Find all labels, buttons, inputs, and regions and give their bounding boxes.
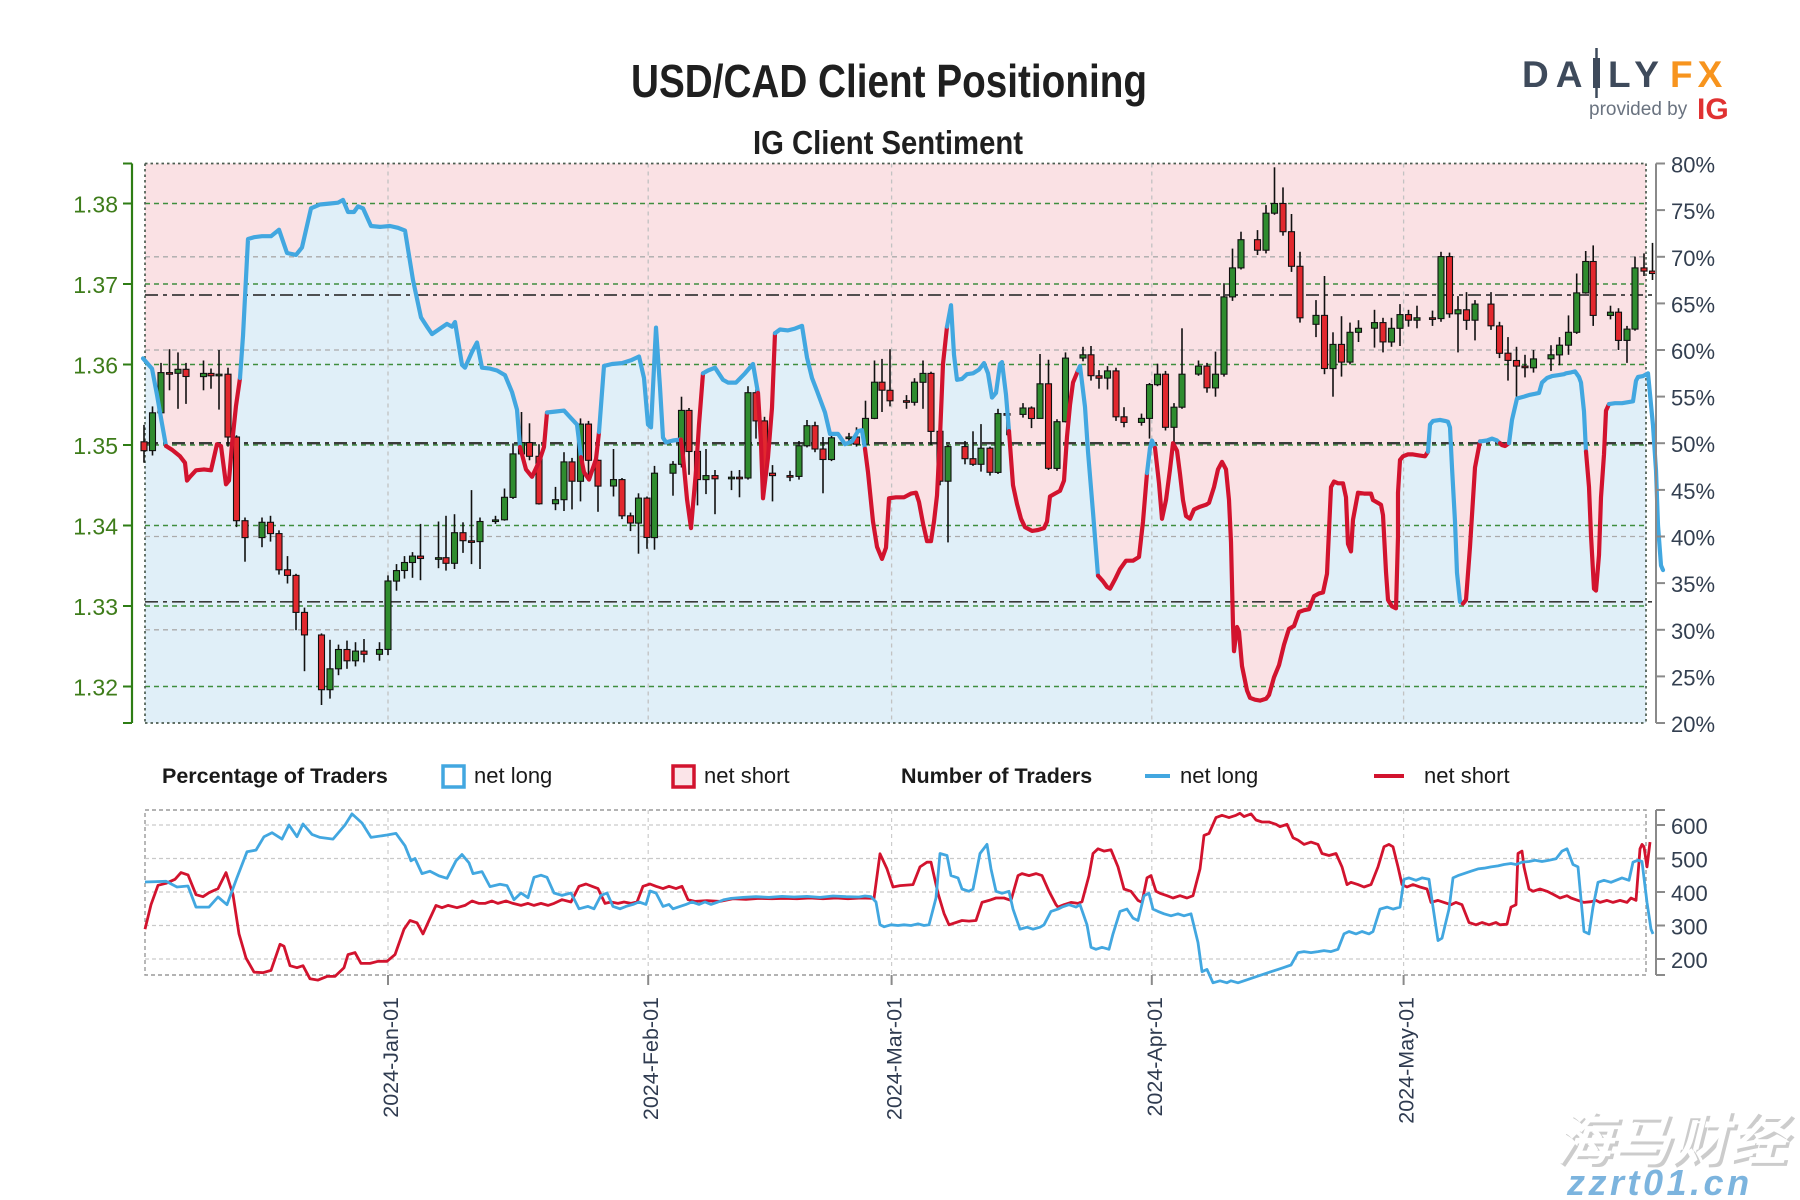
- svg-text:200: 200: [1671, 948, 1708, 973]
- svg-text:1.33: 1.33: [73, 594, 118, 620]
- svg-text:35%: 35%: [1671, 572, 1715, 597]
- svg-text:25%: 25%: [1671, 665, 1715, 690]
- svg-text:1.37: 1.37: [73, 272, 118, 298]
- svg-text:1.38: 1.38: [73, 192, 118, 218]
- svg-text:70%: 70%: [1671, 246, 1715, 271]
- svg-text:20%: 20%: [1671, 712, 1715, 737]
- svg-text:55%: 55%: [1671, 386, 1715, 411]
- svg-text:net long: net long: [1180, 763, 1258, 788]
- svg-text:Number of Traders: Number of Traders: [901, 764, 1092, 788]
- svg-text:1.32: 1.32: [73, 675, 118, 701]
- svg-text:75%: 75%: [1671, 199, 1715, 224]
- svg-text:45%: 45%: [1671, 479, 1715, 504]
- svg-text:海马财经: 海马财经: [1558, 1111, 1796, 1175]
- svg-text:LY: LY: [1608, 54, 1666, 95]
- svg-text:IG: IG: [1697, 93, 1729, 126]
- svg-text:provided by: provided by: [1589, 99, 1688, 120]
- svg-text:400: 400: [1671, 881, 1708, 906]
- svg-text:海马财经: 海马财经: [1555, 1108, 1793, 1172]
- svg-text:600: 600: [1671, 814, 1708, 839]
- svg-text:IG Client Sentiment: IG Client Sentiment: [753, 124, 1023, 161]
- svg-text:FX: FX: [1670, 54, 1727, 95]
- svg-text:2024-Apr-01: 2024-Apr-01: [1143, 997, 1167, 1117]
- svg-text:40%: 40%: [1671, 526, 1715, 551]
- svg-text:80%: 80%: [1671, 153, 1715, 178]
- svg-text:DA: DA: [1522, 54, 1589, 95]
- svg-text:300: 300: [1671, 915, 1708, 940]
- svg-text:1.36: 1.36: [73, 353, 118, 379]
- svg-text:zzrt01.cn: zzrt01.cn: [1566, 1162, 1753, 1200]
- svg-text:2024-Feb-01: 2024-Feb-01: [639, 997, 663, 1120]
- svg-text:net short: net short: [704, 763, 790, 788]
- svg-text:65%: 65%: [1671, 292, 1715, 317]
- svg-text:50%: 50%: [1671, 432, 1715, 457]
- svg-text:USD/CAD Client Positioning: USD/CAD Client Positioning: [631, 55, 1147, 107]
- svg-text:Percentage of Traders: Percentage of Traders: [162, 764, 388, 788]
- svg-text:2024-Mar-01: 2024-Mar-01: [883, 997, 907, 1120]
- svg-text:30%: 30%: [1671, 619, 1715, 644]
- svg-text:net short: net short: [1424, 763, 1510, 788]
- svg-text:60%: 60%: [1671, 339, 1715, 364]
- svg-text:2024-Jan-01: 2024-Jan-01: [379, 997, 403, 1118]
- svg-text:1.35: 1.35: [73, 433, 118, 459]
- svg-text:500: 500: [1671, 848, 1708, 873]
- svg-text:2024-May-01: 2024-May-01: [1395, 997, 1419, 1124]
- svg-text:net long: net long: [474, 763, 552, 788]
- svg-text:1.34: 1.34: [73, 514, 118, 540]
